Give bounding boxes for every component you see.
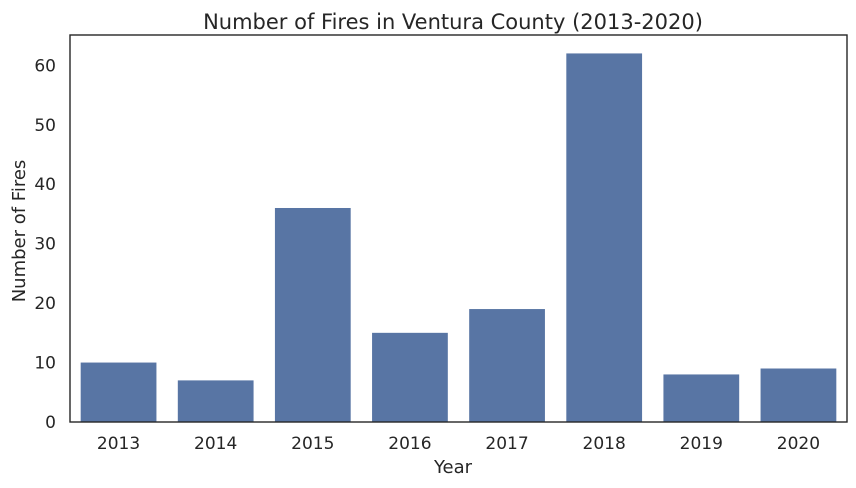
y-tick-label-30: 30 [34, 235, 56, 255]
x-tick-label-2020: 2020 [777, 434, 820, 454]
chart-title: Number of Fires in Ventura County (2013-… [203, 10, 703, 34]
y-tick-label-10: 10 [34, 354, 56, 374]
bar-2018 [566, 53, 643, 423]
y-tick-label-40: 40 [34, 175, 56, 195]
y-tick-label-0: 0 [45, 413, 56, 433]
x-axis-label: Year [433, 457, 473, 478]
bar-2013 [80, 362, 157, 422]
x-tick-label-2019: 2019 [680, 434, 723, 454]
bar-2019 [663, 374, 740, 422]
plot-frame [69, 34, 848, 423]
bar-2015 [274, 207, 351, 422]
y-tick-label-50: 50 [34, 116, 56, 136]
y-tick-label-20: 20 [34, 294, 56, 314]
y-axis-ticks: 0 10 20 30 40 50 60 [34, 56, 56, 433]
x-axis-ticks: 2013 2014 2015 2016 2017 2018 2019 2020 [97, 434, 820, 454]
bar-2016 [372, 332, 448, 422]
x-tick-label-2016: 2016 [388, 434, 431, 454]
y-tick-label-60: 60 [34, 56, 56, 76]
x-tick-label-2013: 2013 [97, 434, 140, 454]
x-tick-label-2018: 2018 [583, 434, 626, 454]
y-axis-label: Number of Fires [9, 160, 30, 303]
x-tick-label-2017: 2017 [485, 434, 528, 454]
bar-2020 [760, 368, 837, 422]
bar-2017 [469, 309, 545, 422]
x-tick-label-2015: 2015 [291, 434, 334, 454]
bar-2014 [177, 380, 254, 422]
x-tick-label-2014: 2014 [194, 434, 237, 454]
bars-group [80, 53, 837, 423]
